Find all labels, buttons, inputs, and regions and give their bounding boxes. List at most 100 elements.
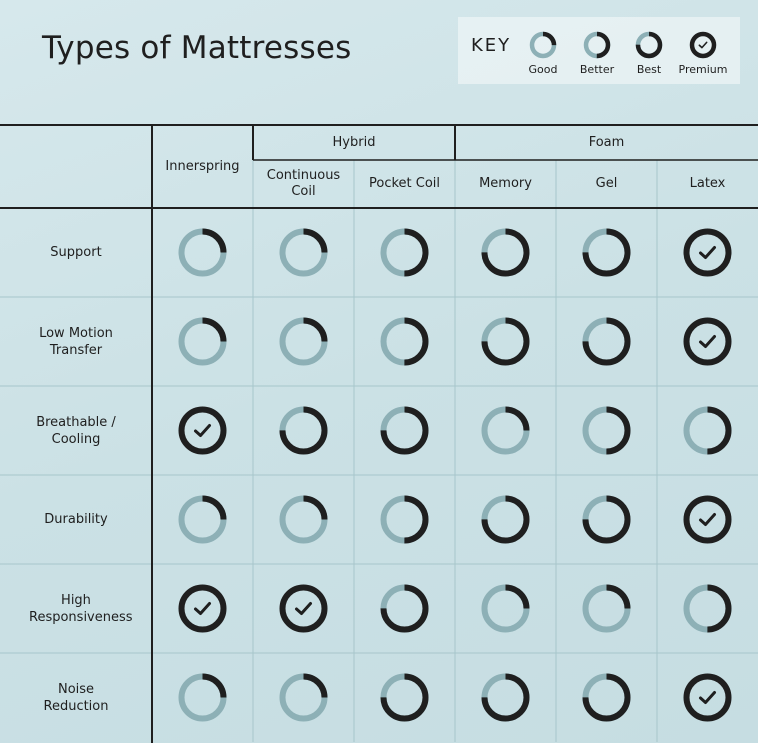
rating-fill: [582, 317, 631, 366]
rating-icon: [279, 228, 328, 277]
rating-icon: [178, 317, 227, 366]
group-header-cell: Foam: [455, 125, 758, 160]
row-label-cell: Noise Reduction: [0, 653, 152, 742]
row-label: Low Motion Transfer: [39, 325, 113, 358]
rating-fill: [683, 584, 732, 633]
rating-icon: [279, 673, 328, 722]
group-header: Hybrid: [332, 134, 376, 150]
rating-ring: [683, 495, 732, 544]
rating-fill: [380, 495, 429, 544]
column-header-cell: Gel: [556, 160, 657, 208]
rating-icon: [279, 584, 328, 633]
column-header-cell: Pocket Coil: [354, 160, 455, 208]
column-header: Memory: [479, 176, 532, 191]
rating-fill: [582, 406, 631, 455]
rating-fill: [582, 228, 631, 277]
rating-icon: [582, 406, 631, 455]
rating-fill: [279, 406, 328, 455]
rating-icon: [635, 31, 663, 59]
check-mark: [699, 335, 716, 348]
row-label-cell: Durability: [0, 475, 152, 564]
rating-fill: [279, 495, 328, 544]
rating-fill: [529, 31, 557, 59]
check-mark: [699, 691, 716, 704]
column-header: Latex: [689, 176, 726, 191]
rating-icon: [529, 31, 557, 59]
rating-icon: [582, 584, 631, 633]
rating-ring: [178, 584, 227, 633]
column-header-cell: Memory: [455, 160, 556, 208]
rating-icon: [178, 584, 227, 633]
rating-fill: [582, 584, 631, 633]
check-mark: [698, 41, 708, 49]
key-label: Premium: [678, 62, 728, 76]
rating-ring: [279, 584, 328, 633]
rating-fill: [178, 228, 227, 277]
rating-fill: [178, 673, 227, 722]
rating-icon: [279, 495, 328, 544]
column-header: Gel: [595, 176, 618, 191]
rating-icon: [683, 406, 732, 455]
column-header: Continuous Coil: [266, 168, 341, 199]
row-label-cell: Breathable / Cooling: [0, 386, 152, 475]
row-label-cell: High Responsiveness: [0, 564, 152, 653]
key-title-text: KEY: [471, 35, 512, 56]
row-label: Breathable / Cooling: [36, 414, 116, 447]
rating-fill: [481, 495, 530, 544]
row-label-cell: Low Motion Transfer: [0, 297, 152, 386]
rating-icon: [683, 673, 732, 722]
rating-fill: [279, 673, 328, 722]
key-label-cell: Good: [513, 61, 573, 77]
rating-fill: [481, 584, 530, 633]
rating-icon: [380, 317, 429, 366]
rating-icon: [380, 584, 429, 633]
rating-fill: [380, 406, 429, 455]
rating-icon: [481, 495, 530, 544]
rating-icon: [481, 584, 530, 633]
rating-icon: [481, 673, 530, 722]
rating-icon: [178, 228, 227, 277]
rating-icon: [178, 495, 227, 544]
rating-icon: [279, 317, 328, 366]
column-header-cell: Innerspring: [152, 125, 253, 208]
rating-icon: [481, 228, 530, 277]
rating-fill: [380, 584, 429, 633]
rating-ring: [683, 673, 732, 722]
rating-icon: [380, 228, 429, 277]
row-label: Durability: [44, 512, 108, 527]
rating-fill: [583, 31, 611, 59]
rating-fill: [582, 673, 631, 722]
group-header: Foam: [588, 134, 625, 150]
row-label: Support: [50, 245, 102, 260]
key-label-cell: Premium: [673, 61, 733, 77]
key-label-cell: Better: [567, 61, 627, 77]
key-label: Good: [528, 62, 558, 76]
rating-icon: [683, 495, 732, 544]
rating-icon: [481, 406, 530, 455]
rating-ring: [178, 406, 227, 455]
rating-icon: [683, 228, 732, 277]
key-label: Better: [579, 62, 615, 76]
row-label-cell: Support: [0, 208, 152, 297]
rating-fill: [481, 228, 530, 277]
column-header: Innerspring: [165, 158, 240, 174]
rating-ring: [683, 228, 732, 277]
rating-fill: [279, 228, 328, 277]
rating-ring: [683, 317, 732, 366]
column-header-cell: Latex: [657, 160, 758, 208]
rating-fill: [481, 406, 530, 455]
key-label-cell: Best: [619, 61, 679, 77]
rating-icon: [683, 317, 732, 366]
rating-icon: [582, 317, 631, 366]
check-mark: [194, 602, 211, 615]
row-label: High Responsiveness: [29, 592, 133, 625]
rating-icon: [689, 31, 717, 59]
key-title: KEY: [471, 35, 511, 56]
check-mark: [295, 602, 312, 615]
check-mark: [699, 246, 716, 259]
rating-fill: [178, 495, 227, 544]
rating-icon: [178, 673, 227, 722]
rating-icon: [279, 406, 328, 455]
